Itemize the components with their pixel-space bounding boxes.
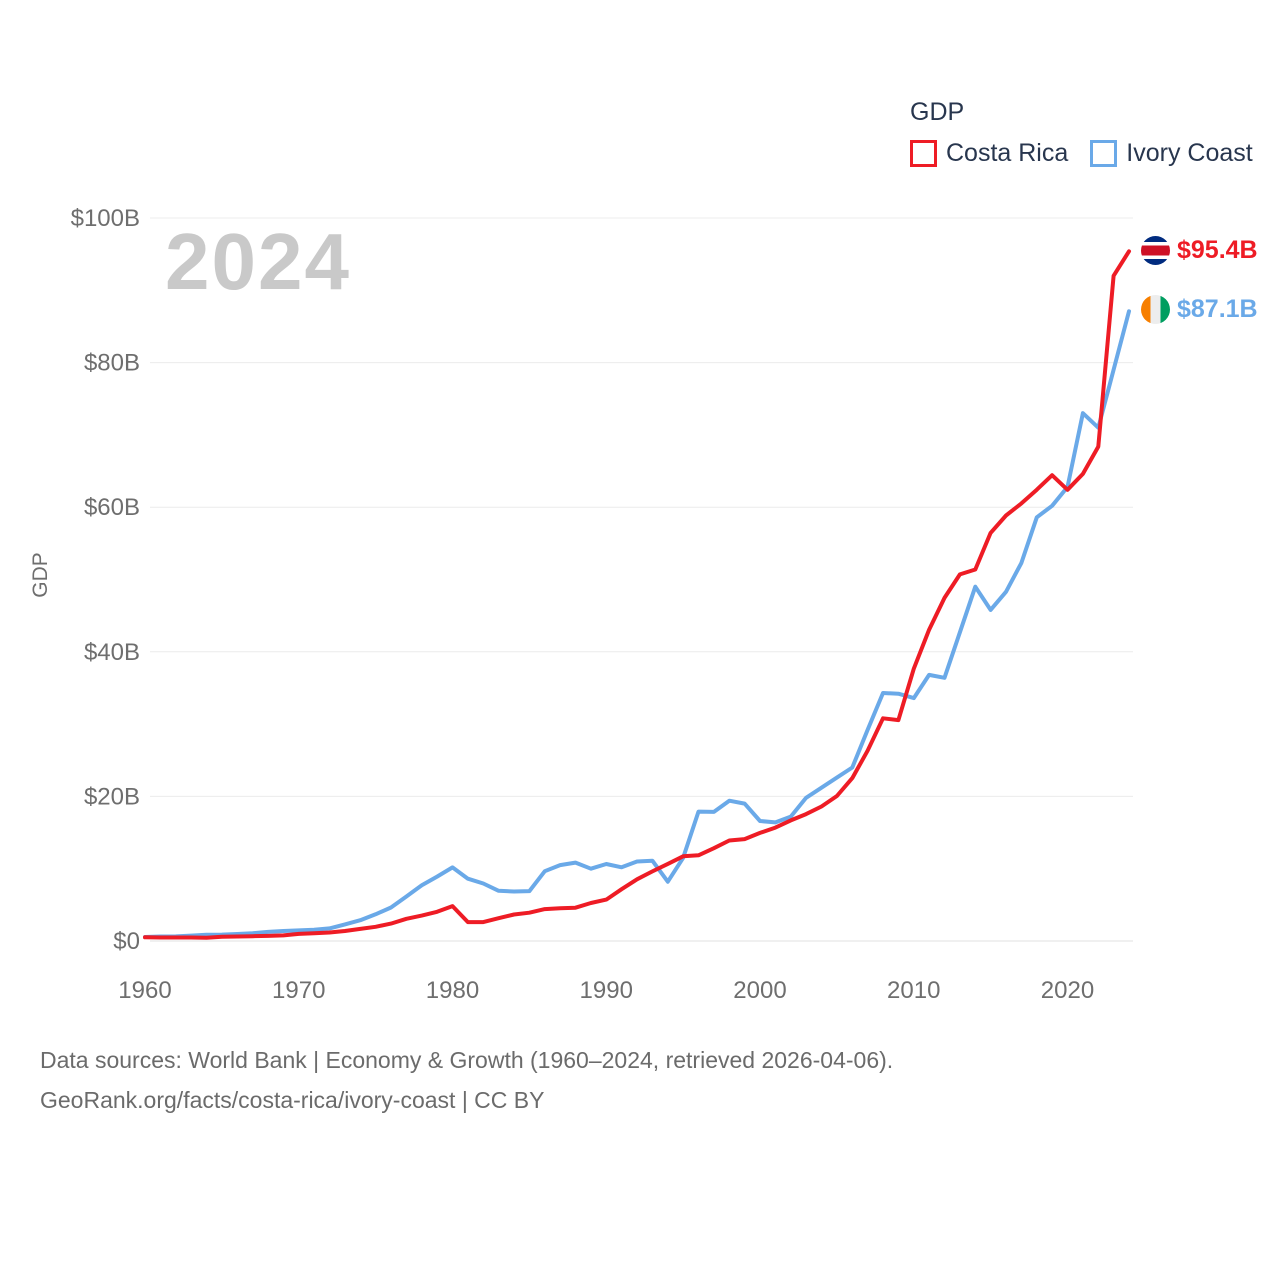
- ivory-coast-swatch-icon: [1090, 140, 1118, 167]
- year-watermark: 2024: [165, 217, 351, 306]
- x-tick-label: 1970: [272, 977, 325, 1004]
- y-tick-label: $80B: [84, 350, 140, 377]
- x-axis-tick-labels: 1960 1970 1980 1990 2000 2010 2020: [118, 977, 1094, 1004]
- ivory-coast-end-label: $87.1B: [1141, 295, 1258, 324]
- legend-row: Costa Rica Ivory Coast: [910, 139, 1253, 168]
- ivory-coast-value: $87.1B: [1177, 295, 1258, 323]
- y-tick-label: $60B: [84, 494, 140, 521]
- legend-label: Costa Rica: [946, 139, 1069, 167]
- line-ivory-coast[interactable]: [143, 309, 1131, 939]
- legend-title: GDP: [910, 98, 965, 126]
- attribution-footer: Data sources: World Bank | Economy & Gro…: [40, 1040, 893, 1120]
- legend-label: Ivory Coast: [1126, 139, 1253, 167]
- costa-rica-end-label: $95.4B: [1141, 236, 1258, 265]
- y-tick-label: $0: [113, 928, 140, 955]
- x-tick-label: 1980: [426, 977, 479, 1004]
- legend-item-ivory-coast[interactable]: Ivory Coast: [1090, 139, 1253, 168]
- y-tick-label: $20B: [84, 783, 140, 810]
- ivory-coast-flag-icon: [1141, 295, 1170, 324]
- legend-item-costa-rica[interactable]: Costa Rica: [910, 139, 1068, 168]
- x-tick-label: 1990: [580, 977, 633, 1004]
- costa-rica-flag-icon: [1141, 236, 1170, 265]
- y-tick-label: $40B: [84, 639, 140, 666]
- data-sources-line: Data sources: World Bank | Economy & Gro…: [40, 1047, 894, 1073]
- x-tick-label: 1960: [118, 977, 171, 1004]
- costa-rica-value: $95.4B: [1177, 236, 1258, 264]
- x-tick-label: 2020: [1041, 977, 1094, 1004]
- x-tick-label: 2010: [887, 977, 940, 1004]
- legend: GDP Costa Rica Ivory Coast: [910, 98, 1253, 168]
- y-tick-label: $100B: [71, 205, 140, 232]
- costa-rica-swatch-icon: [910, 140, 937, 167]
- line-costa-rica[interactable]: [143, 249, 1131, 940]
- y-axis-title: GDP: [29, 552, 52, 598]
- source-url-line: GeoRank.org/facts/costa-rica/ivory-coast…: [40, 1087, 545, 1113]
- data-lines: [143, 249, 1131, 940]
- gridlines: [150, 217, 1133, 942]
- y-axis-tick-labels: $0 $20B $40B $60B $80B $100B: [71, 205, 140, 955]
- x-tick-label: 2000: [733, 977, 786, 1004]
